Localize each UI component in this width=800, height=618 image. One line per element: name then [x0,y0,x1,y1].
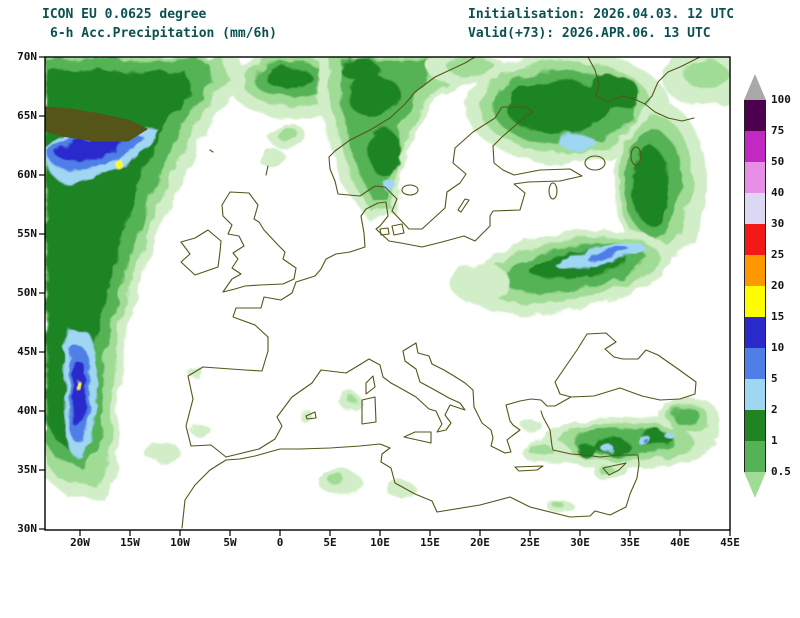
colorbar-label-25: 25 [771,248,785,261]
coastlines [45,57,701,529]
parameter-name: 6-h Acc.Precipitation (mm/6h) [50,26,277,41]
precip-colorbar: 100 75 50 40 30 25 20 15 10 5 2 1 0.5 [744,74,800,526]
colorbar-label-100: 100 [771,93,791,106]
colorbar-arrow-bottom [744,472,766,498]
coastline-great-britain [221,191,297,293]
valid-time: Valid(+73): 2026.APR.06. 13 UTC [468,26,711,41]
coastline-white-sea [587,57,701,105]
colorbar-label-2: 2 [771,403,778,416]
colorbar-label-50: 50 [771,155,785,168]
iceland-landmass [45,106,148,142]
colorbar-segment [744,441,766,472]
coastline-dvina-bay [644,103,695,122]
colorbar-segment [744,317,766,348]
colorbar-label-10: 10 [771,341,785,354]
colorbar-label-1: 1 [771,434,778,447]
colorbar-label-5: 5 [771,372,778,385]
colorbar-label-15: 15 [771,310,785,323]
colorbar-segment [744,286,766,317]
initialisation-time: Initialisation: 2026.04.03. 12 UTC [468,7,735,22]
colorbar-segment [744,162,766,193]
colorbar-arrow-top [744,74,766,100]
colorbar-label-30: 30 [771,217,785,230]
colorbar-label-40: 40 [771,186,785,199]
colorbar-segment [744,410,766,441]
colorbar-segment [744,348,766,379]
colorbar-label-75: 75 [771,124,785,137]
map-frame [44,56,731,531]
lake-ladoga [584,155,606,171]
model-name: ICON EU 0.0625 degree [42,7,207,22]
colorbar-segment [744,224,766,255]
colorbar-segment [744,193,766,224]
colorbar-label-20: 20 [771,279,785,292]
colorbar-segment [744,100,766,131]
lake-onega [630,146,642,166]
coastline-ireland [180,229,222,276]
coastline-turkey-north-africa [181,410,640,529]
colorbar-label-0.5: 0.5 [771,465,791,478]
colorbar-segment [744,255,766,286]
coastline-atlantic-baltic-mainland [185,57,583,458]
precip-field [45,57,730,512]
colorbar-segment [744,131,766,162]
mediterranean-islands [209,149,627,476]
lake-peipus [548,182,558,200]
coastline-mediterranean-north [225,342,572,458]
colorbar-segment [744,379,766,410]
axis-ticks [39,56,731,536]
lake-vanern [401,184,419,196]
coastline-black-sea [554,332,697,401]
